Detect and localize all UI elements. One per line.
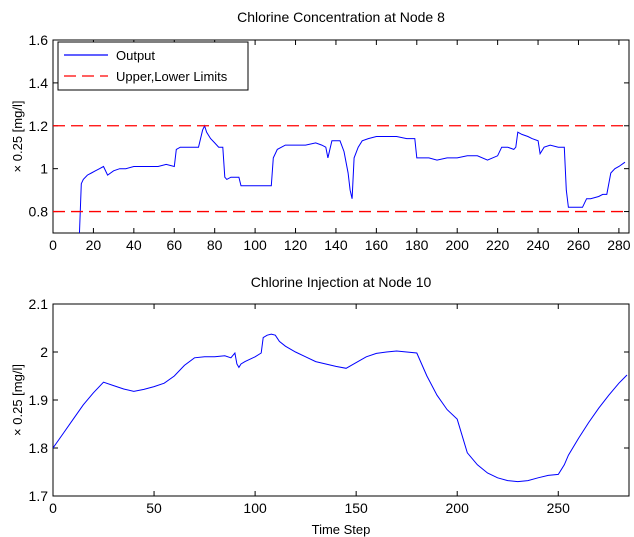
chart1-x-tick-label: 220 [486, 237, 510, 253]
chart1-y-tick-label: 1.4 [29, 75, 49, 91]
chart2-title: Chlorine Injection at Node 10 [251, 274, 432, 290]
chart1-x-tick-label: 80 [207, 237, 223, 253]
chart1-legend-label: Upper,Lower Limits [116, 69, 228, 84]
chart1-x-tick-label: 100 [243, 237, 267, 253]
chart2-y-tick-label: 1.8 [29, 440, 49, 456]
chart2-y-tick-label: 1.7 [29, 488, 49, 504]
chart2-x-tick-label: 50 [146, 500, 162, 516]
chart2-y-axis-label: × 0.25 [mg/l] [10, 364, 25, 436]
chart1-x-tick-label: 20 [86, 237, 102, 253]
chart1-x-tick-label: 200 [446, 237, 470, 253]
chart1-y-tick-label: 0.8 [29, 204, 49, 220]
chart1-y-tick-label: 1.6 [29, 32, 49, 48]
chart1-y-tick-label: 1 [40, 161, 48, 177]
chart1-x-tick-label: 240 [526, 237, 550, 253]
chart1-legend-label: Output [116, 48, 155, 63]
chart1-y-tick-label: 1.2 [29, 118, 49, 134]
chart1-legend: Output Upper,Lower Limits [57, 41, 249, 91]
chart2-x-tick-label: 0 [49, 500, 57, 516]
chart1-x-tick-label: 140 [324, 237, 348, 253]
chart2-y-tick-label: 2.1 [29, 296, 49, 312]
chart1-x-tick-label: 40 [126, 237, 142, 253]
chart1-x-tick-label: 180 [405, 237, 429, 253]
chart2-series-line [53, 333, 628, 483]
chart1-x-tick-label: 60 [166, 237, 182, 253]
chart2-x-axis-label: Time Step [312, 522, 371, 537]
chart2-y-tick-label: 1.9 [29, 392, 49, 408]
chart1-title: Chlorine Concentration at Node 8 [237, 9, 445, 25]
chart2-x-tick-label: 100 [243, 500, 267, 516]
chart1-legend-box [57, 41, 249, 91]
chart1-x-tick-label: 260 [567, 237, 591, 253]
chart2-x-tick-label: 200 [446, 500, 470, 516]
chart1-x-tick-label: 280 [607, 237, 631, 253]
chart2: Chlorine Injection at Node 10 × 0.25 [mg/… [10, 274, 630, 537]
chart1-x-tick-label: 160 [365, 237, 389, 253]
chart1-x-tick-label: 0 [49, 237, 57, 253]
chart1: Chlorine Concentration at Node 8 × 0.25 [… [10, 9, 631, 253]
chart1-x-tick-label: 120 [284, 237, 308, 253]
chart2-y-tick-label: 2 [40, 344, 48, 360]
chart1-y-axis-label: × 0.25 [mg/l] [10, 101, 25, 173]
chart2-x-tick-label: 250 [547, 500, 571, 516]
chart2-plot-area [52, 303, 630, 497]
chart2-x-tick-label: 150 [344, 500, 368, 516]
chart1-series-line-output [78, 124, 626, 233]
